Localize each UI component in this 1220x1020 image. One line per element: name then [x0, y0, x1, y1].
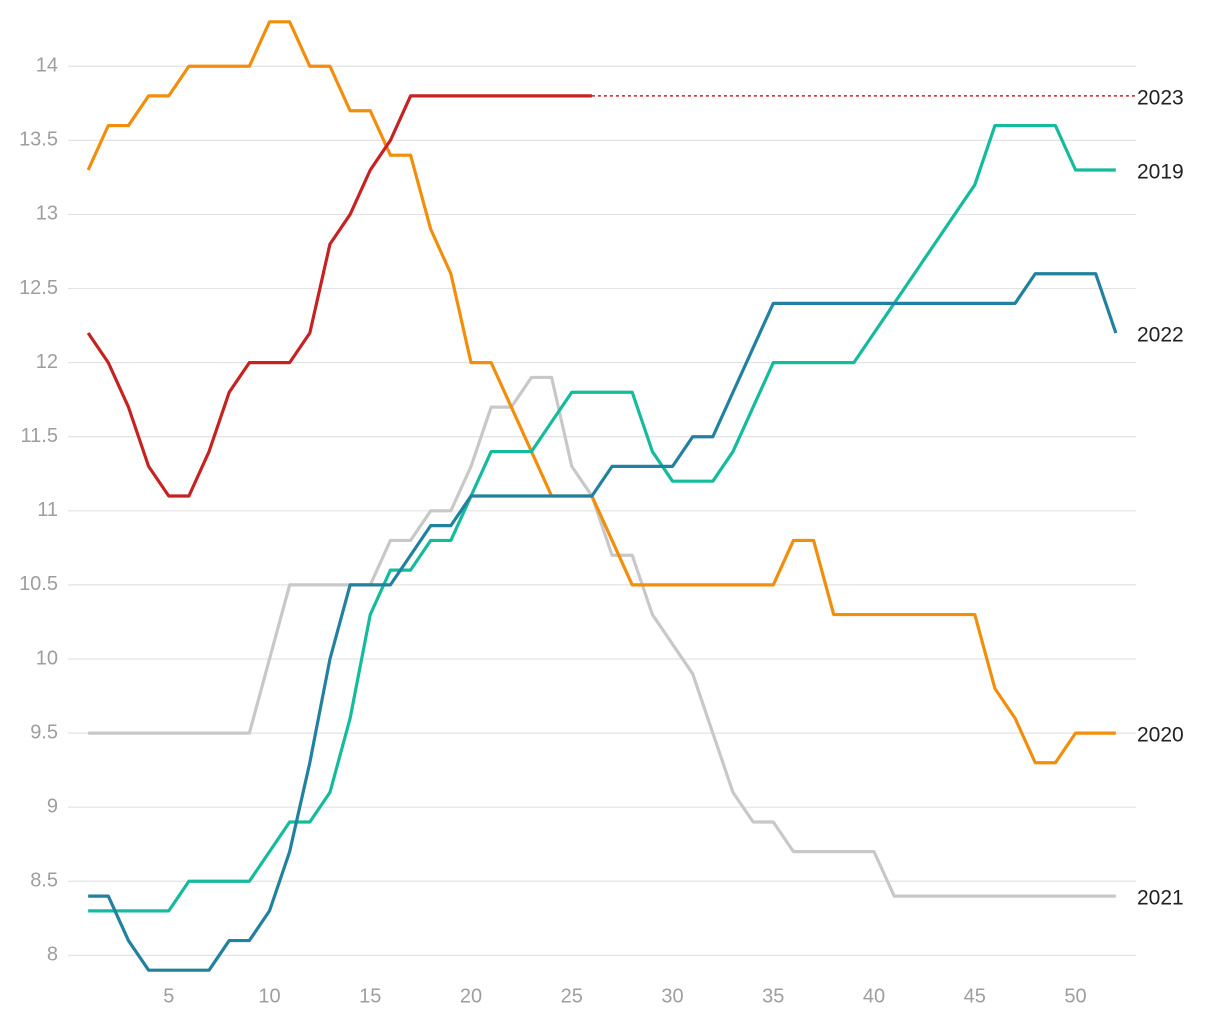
x-tick-label: 5	[163, 985, 174, 1007]
x-tick-label: 40	[863, 985, 885, 1007]
y-tick-label: 9.5	[30, 721, 58, 743]
x-tick-label: 35	[762, 985, 784, 1007]
series-label: 2023	[1137, 86, 1184, 109]
y-tick-label: 12	[36, 351, 58, 373]
line-series	[86, 94, 592, 498]
y-tick-label: 8.5	[30, 870, 58, 892]
y-tick-label: 13.5	[19, 129, 58, 151]
y-tick-label: 12.5	[19, 277, 58, 299]
y-tick-label: 10	[36, 647, 58, 669]
x-tick-label: 10	[258, 985, 280, 1007]
x-tick-label: 45	[964, 985, 986, 1007]
x-tick-label: 20	[460, 985, 482, 1007]
x-tick-label: 50	[1064, 985, 1086, 1007]
series-label: 2022	[1137, 324, 1184, 347]
series-label: 2021	[1137, 887, 1184, 910]
y-tick-label: 8	[47, 944, 58, 966]
x-tick-label: 30	[661, 985, 683, 1007]
line-series	[88, 375, 1116, 898]
line-series	[88, 272, 1118, 972]
x-tick-label: 25	[561, 985, 583, 1007]
y-tick-label: 11	[37, 499, 58, 521]
series-label: 2019	[1137, 161, 1184, 184]
y-tick-label: 9	[47, 795, 58, 817]
y-tick-label: 14	[36, 55, 58, 77]
series-label: 2020	[1137, 724, 1184, 747]
x-tick-label: 15	[359, 985, 381, 1007]
y-tick-label: 13	[36, 203, 58, 225]
line-series	[88, 123, 1116, 913]
y-tick-label: 10.5	[19, 573, 58, 595]
y-tick-label: 11.5	[21, 425, 58, 447]
line-series	[86, 20, 1116, 765]
